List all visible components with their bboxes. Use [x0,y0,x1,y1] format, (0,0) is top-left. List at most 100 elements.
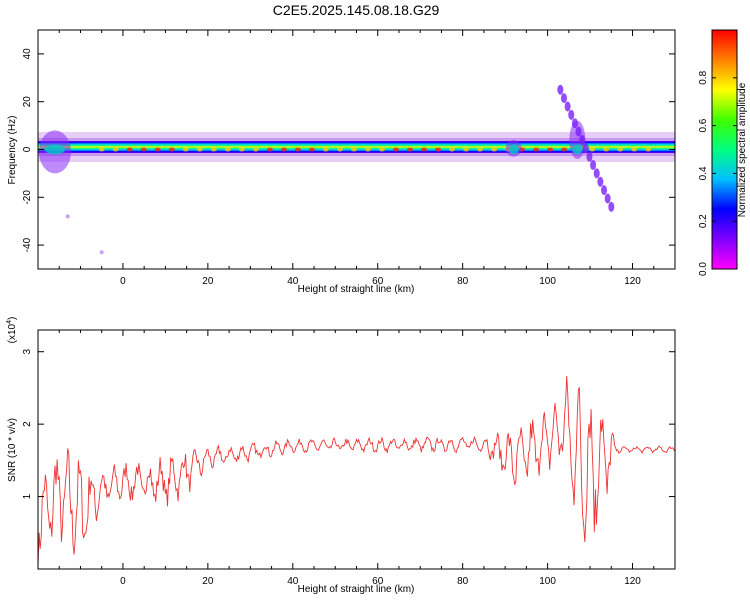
ridge-spot [378,147,385,152]
streak-dot [597,176,604,187]
ridge-spot [589,147,596,152]
ridge-spot [224,147,231,152]
ridge-spot [154,147,161,152]
colorbar-tick-label: 0.8 [698,70,709,84]
outlier-dot [65,214,70,219]
snr-panel: 0 20 40 60 80 100 120 1 2 3 Height of straight li… [6,317,676,595]
snr-multiplier-close: ) [7,317,18,320]
ridge-spot [645,147,652,152]
snr-y-tick-label: 2 [22,421,33,427]
ridge-spot [112,147,119,152]
snr-x-tick-label: 40 [287,576,299,587]
snr-xlabel: Height of straight line (km) [298,584,415,595]
colorbar: 0.0 0.2 0.4 0.6 0.8 Normalized spectral ampl… [698,29,748,276]
snr-multiplier-base: (x10 [7,323,18,343]
ridge-spot [631,147,638,152]
snr-x-tick-label: 80 [457,576,469,587]
colorbar-tick-label: 0.2 [698,214,709,228]
streak-dot [586,151,593,162]
streak-dot [608,201,615,212]
ridge-spot [294,147,301,152]
spectrogram-y-tick-label: 0 [22,146,33,152]
disturbance-core [44,144,65,155]
spectrogram-heatmap [38,84,675,255]
streak-dot [579,134,586,145]
snr-y-tick-label: 1 [22,493,33,499]
snr-x-tick-label: 0 [120,576,126,587]
snr-x-tick-label: 120 [624,576,641,587]
ridge-spot [238,147,245,152]
ridge-spot [336,147,343,152]
streak-dot [590,160,597,171]
colorbar-label: Normalized spectral amplitude [737,82,748,217]
streak-dot [601,185,608,196]
spectrogram-panel: 0 20 40 60 80 100 120 -40 -20 0 20 40 Height of str… [7,29,676,295]
streak-dot [557,84,564,95]
ridge-spot [392,147,399,152]
spectrogram-xlabel: Height of straight line (km) [298,284,415,295]
snr-ylabel: SNR (10 * v/v) [7,418,18,482]
ridge-spot [364,147,371,152]
ridge-spot [463,147,470,152]
ridge-spot [322,147,329,152]
colorbar-tick-label: 0.4 [698,166,709,180]
streak-dot [571,118,578,129]
spectrogram-x-tick-label: 20 [202,276,214,287]
ridge-spot [252,147,259,152]
spectrogram-y-tick-label: -40 [22,237,33,252]
spectrogram-x-tick-label: 0 [120,276,126,287]
snr-y-tick-label: 3 [22,349,33,355]
ridge-spot [547,147,554,152]
ridge-spot [126,147,133,152]
spectrogram-x-tick-label: 80 [457,276,469,287]
streak-dot [568,109,575,120]
ridge-spot [407,147,414,152]
spectrogram-y-tick-label: 40 [22,48,33,60]
ridge-spot [308,147,315,152]
ridge-spot [435,147,442,152]
snr-frame [37,329,676,570]
colorbar-tick-label: 0.0 [698,262,709,276]
snr-series-line [38,376,675,567]
disturbance-core [508,144,519,155]
ridge-spot [140,147,147,152]
streak-dot [560,93,567,104]
streak-dot [593,168,600,179]
disturbance-core [572,144,583,155]
ridge-spot [477,147,484,152]
snr-x-tick-label: 20 [202,576,214,587]
spectrogram-y-tick-label: 20 [22,96,33,108]
snr-x-tick-label: 100 [539,576,556,587]
outlier-dot [99,250,104,255]
ridge-spot [98,147,105,152]
ridge-spot [603,147,610,152]
spectrogram-y-tick-label: -20 [22,190,33,205]
streak-dot [564,101,571,112]
ridge-spot [617,147,624,152]
spectrogram-ylabel: Frequency (Hz) [7,116,18,185]
ridge-spot [182,147,189,152]
streak-dot [582,143,589,154]
ridge-spot [350,147,357,152]
ridge-spot [196,147,203,152]
spectrogram-x-tick-label: 40 [287,276,299,287]
spectrogram-x-tick-label: 60 [372,276,384,287]
snr-multiplier: (x104) [6,317,18,344]
ridge-spot [266,147,273,152]
ridge-spot [210,147,217,152]
streak-dot [604,193,611,204]
ridge-spot [449,147,456,152]
snr-x-tick-label: 60 [372,576,384,587]
ridge-spot [421,147,428,152]
ridge-spot [533,147,540,152]
spectrogram-x-tick-label: 100 [539,276,556,287]
ridge-spot [491,147,498,152]
figure-title: C2E5.2025.145.08.18.G29 [273,2,440,18]
colorbar-gradient [711,29,738,270]
ridge-spot [561,147,568,152]
colorbar-tick-label: 0.6 [698,118,709,132]
ridge-spot [168,147,175,152]
ridge-spot [280,147,287,152]
spectrogram-x-tick-label: 120 [624,276,641,287]
